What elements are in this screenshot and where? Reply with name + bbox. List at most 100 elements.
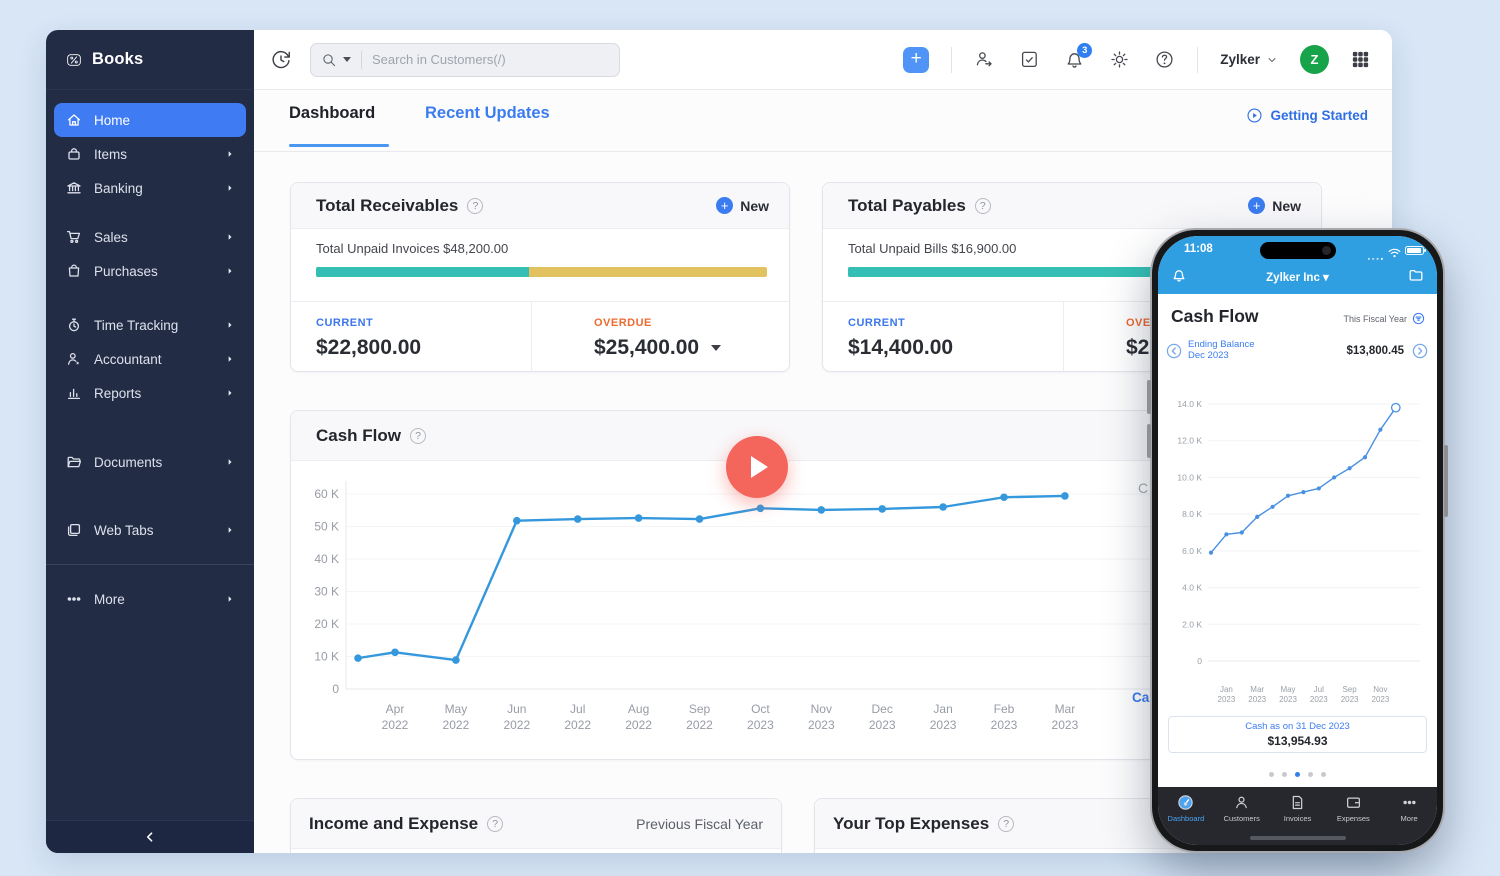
search-scope-caret-icon[interactable] — [343, 57, 351, 62]
search-divider — [361, 50, 362, 69]
sidebar-item-time-tracking[interactable]: Time Tracking — [54, 308, 246, 342]
cellular-icon — [1367, 248, 1384, 261]
video-play-button[interactable] — [726, 436, 788, 498]
receivables-title: Total Receivables — [316, 195, 459, 215]
chevron-left-icon — [143, 830, 157, 844]
home-indicator[interactable] — [1249, 836, 1346, 840]
nav-expenses-icon — [1345, 794, 1362, 811]
phone-nav-invoices[interactable]: Invoices — [1270, 794, 1326, 845]
tasks-icon[interactable] — [1019, 49, 1040, 70]
payables-new-button[interactable]: + New — [1248, 197, 1301, 214]
sidebar-item-label: Banking — [94, 180, 143, 196]
items-icon — [66, 146, 82, 162]
chevron-right-icon — [224, 319, 236, 331]
referrals-icon[interactable] — [974, 49, 995, 70]
phone-cashflow-title: Cash Flow — [1171, 306, 1259, 326]
notifications-icon[interactable]: 3 — [1064, 43, 1093, 70]
sidebar-item-home[interactable]: Home — [54, 103, 246, 137]
tab-dashboard[interactable]: Dashboard — [289, 104, 376, 122]
sidebar-group: Sales Purchases — [46, 220, 254, 288]
carousel-dot[interactable] — [1282, 772, 1287, 777]
svg-text:50 K: 50 K — [314, 520, 339, 534]
help-icon[interactable]: ? — [487, 815, 504, 832]
cash-as-on-link-partial[interactable]: Ca — [1132, 690, 1150, 705]
notification-badge: 3 — [1077, 43, 1093, 58]
phone-volume-down-button — [1147, 424, 1151, 458]
plus-icon: + — [716, 197, 734, 214]
referrals-glyph — [974, 49, 995, 70]
sidebar-item-purchases[interactable]: Purchases — [54, 254, 246, 288]
phone-nav-expenses[interactable]: Expenses — [1325, 794, 1381, 845]
folder-icon[interactable] — [1408, 267, 1424, 283]
tab-recent-updates[interactable]: Recent Updates — [425, 104, 550, 122]
overdue-dropdown-caret-icon[interactable] — [711, 345, 722, 351]
sidebar-collapse-button[interactable] — [46, 820, 254, 853]
svg-text:8.0 K: 8.0 K — [1182, 509, 1202, 519]
notifications-bell-icon[interactable] — [1171, 267, 1187, 283]
carousel-dot[interactable] — [1321, 772, 1326, 777]
sidebar-item-web-tabs[interactable]: Web Tabs — [54, 513, 246, 547]
phone-nav-label: Invoices — [1283, 814, 1312, 823]
next-period-icon[interactable] — [1412, 343, 1428, 359]
help-icon[interactable]: ? — [998, 815, 1015, 832]
prev-period-icon[interactable] — [1166, 343, 1182, 359]
history-icon[interactable] — [270, 49, 292, 71]
receivables-overdue: OVERDUE $25,400.00 — [531, 302, 789, 371]
phone-org-switcher[interactable]: Zylker Inc ▾ — [1266, 272, 1329, 284]
avatar[interactable]: Z — [1300, 45, 1329, 74]
webtabs-icon — [66, 522, 82, 538]
sidebar-item-sales[interactable]: Sales — [54, 220, 246, 254]
cash-flow-chart: 60 K 50 K 40 K 30 K 20 K 10 K 0 Apr 2022 May 2022 J… — [314, 481, 1296, 732]
receivables-header: Total Receivables ? + New — [291, 183, 789, 229]
nav-invoices-icon — [1289, 794, 1306, 811]
filter-icon — [1412, 312, 1425, 325]
sidebar-item-documents[interactable]: Documents — [54, 445, 246, 479]
search-box[interactable] — [310, 42, 620, 77]
org-switcher[interactable]: Zylker — [1220, 52, 1278, 67]
ending-balance-label[interactable]: Ending Balance Dec 2023 — [1188, 339, 1255, 361]
payables-title: Total Payables — [848, 195, 966, 215]
settings-icon[interactable] — [1109, 49, 1130, 70]
svg-text:4.0 K: 4.0 K — [1182, 583, 1202, 593]
income-expense-title: Income and Expense — [309, 813, 479, 833]
fiscal-year-filter[interactable]: Previous Fiscal Year — [636, 815, 763, 832]
sidebar-item-label: More — [94, 591, 125, 607]
sidebar-item-accountant[interactable]: Accountant — [54, 342, 246, 376]
cash-value: $13,954.93 — [1267, 734, 1328, 748]
carousel-dot[interactable] — [1308, 772, 1313, 777]
help-glyph — [1154, 49, 1175, 70]
phone-nav-more[interactable]: More — [1381, 794, 1437, 845]
payables-current-value: $14,400.00 — [848, 336, 954, 359]
payables-header: Total Payables ? + New — [823, 183, 1321, 229]
sidebar: Books Home Items Banking Sales Purchases Time… — [46, 30, 254, 853]
phone-fiscal-filter[interactable]: This Fiscal Year — [1343, 312, 1425, 325]
cash-caption: Cash as on 31 Dec 2023 — [1245, 721, 1350, 732]
apps-grid-icon[interactable] — [1351, 50, 1370, 69]
sidebar-item-more[interactable]: More — [54, 582, 246, 616]
phone-nav-customers[interactable]: Customers — [1214, 794, 1270, 845]
svg-text:0: 0 — [332, 682, 339, 696]
sidebar-item-banking[interactable]: Banking — [54, 171, 246, 205]
sidebar-item-reports[interactable]: Reports — [54, 376, 246, 410]
phone-nav-dashboard[interactable]: Dashboard — [1158, 794, 1214, 845]
help-icon[interactable]: ? — [410, 427, 427, 444]
phone-balance-row: Ending Balance Dec 2023 $13,800.45 — [1158, 337, 1437, 371]
search-input[interactable] — [372, 52, 609, 67]
quick-create-button[interactable]: + — [903, 46, 930, 73]
carousel-dot[interactable] — [1269, 772, 1274, 777]
sidebar-group: Home Items Banking — [46, 103, 254, 205]
help-icon[interactable]: ? — [974, 197, 991, 214]
help-icon[interactable] — [1154, 49, 1175, 70]
carousel-dot-active[interactable] — [1295, 772, 1300, 777]
receivables-new-button[interactable]: + New — [716, 197, 769, 214]
sidebar-item-items[interactable]: Items — [54, 137, 246, 171]
chevron-right-icon — [224, 353, 236, 365]
help-icon[interactable]: ? — [467, 197, 484, 214]
tasks-glyph — [1019, 49, 1040, 70]
getting-started-link[interactable]: Getting Started — [1246, 107, 1368, 124]
